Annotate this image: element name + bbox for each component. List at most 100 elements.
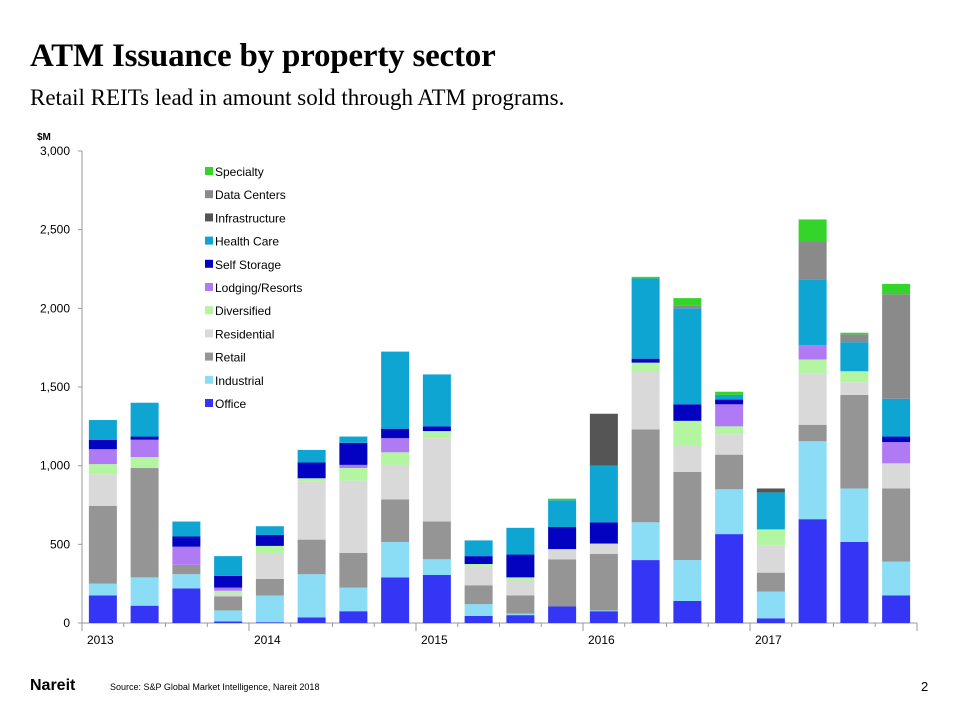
bar-segment-industrial [422, 559, 451, 576]
bar-segment-residential [589, 543, 618, 554]
bar-segment-diversified [756, 529, 785, 546]
bar-segment-retail [840, 394, 869, 489]
bar-segment-office [798, 519, 827, 623]
bar-segment-diversified [631, 362, 660, 373]
bar-segment-diversified [381, 452, 410, 465]
bar-segment-diversified [297, 478, 326, 482]
bar-segment-industrial [840, 488, 869, 542]
bar-segment-retail [756, 572, 785, 592]
bar-segment-specialty [798, 219, 827, 242]
bar-segment-retail [172, 564, 201, 575]
bar-segment-industrial [339, 587, 368, 612]
bar-segment-data-centers [798, 241, 827, 280]
bar-segment-diversified [840, 371, 869, 383]
bar-segment-residential [882, 463, 911, 489]
bar-segment-residential [422, 438, 451, 522]
page-number: 2 [921, 679, 929, 694]
bar-segment-residential [798, 373, 827, 425]
x-tick-label: 2013 [87, 633, 114, 647]
bar-segment-office [840, 541, 869, 623]
bar-segment-diversified [422, 431, 451, 439]
bar-segment-self-storage [673, 404, 702, 421]
bar-segment-residential [88, 474, 117, 506]
x-tick-label: 2015 [421, 633, 448, 647]
bar-segment-health-care [339, 436, 368, 443]
bar-segment-specialty [882, 283, 911, 295]
bar-segment-specialty [631, 276, 660, 279]
legend-label: Residential [215, 327, 274, 341]
legend-swatch [205, 329, 213, 338]
bar-segment-lodging-resorts [130, 439, 159, 458]
bar-segment-specialty [840, 332, 869, 335]
legend-label: Self Storage [215, 258, 281, 272]
bar-segment-self-storage [506, 554, 535, 578]
bar-segment-retail [548, 559, 577, 607]
y-tick-label: 500 [50, 537, 70, 551]
bar-segment-office [297, 617, 326, 623]
bar-segment-retail [464, 585, 493, 605]
bar-segment-diversified [255, 545, 284, 553]
legend-label: Diversified [215, 304, 271, 318]
bar-segment-residential [339, 480, 368, 553]
bar-segment-retail [506, 595, 535, 614]
legend-label: Specialty [215, 165, 264, 179]
bar-segment-specialty [673, 298, 702, 306]
bar-segment-retail [882, 488, 911, 562]
bar-segment-specialty [715, 391, 744, 395]
legend: Specialty Data Centers Infrastructure Healt… [205, 165, 302, 411]
legend-label: Office [215, 397, 246, 411]
bar-segment-industrial [255, 595, 284, 623]
bar-segment-lodging-resorts [715, 404, 744, 427]
bar-segment-health-care [548, 500, 577, 528]
bar-segment-diversified [464, 564, 493, 567]
bar-segment-self-storage [130, 436, 159, 440]
bar-segment-health-care [214, 556, 243, 576]
bar-segment-industrial [631, 522, 660, 561]
axes: 0 500 1,000 1,500 2,000 2,500 3,000 2013 2014 201… [40, 144, 918, 647]
bar-segment-office [339, 611, 368, 623]
bars [88, 219, 911, 623]
bar-segment-health-care [422, 374, 451, 427]
bar-segment-infrastructure [756, 488, 785, 493]
bar-segment-self-storage [422, 426, 451, 432]
bar-segment-office [422, 575, 451, 623]
bar-segment-self-storage [339, 442, 368, 465]
bar-segment-office [88, 595, 117, 623]
bar-segment-health-care [715, 394, 744, 400]
bar-segment-self-storage [464, 556, 493, 564]
bar-segment-office [255, 622, 284, 623]
bar-segment-lodging-resorts [339, 464, 368, 469]
legend-swatch [205, 375, 213, 384]
bar-segment-industrial [756, 591, 785, 619]
y-tick-label: 2,500 [40, 223, 70, 237]
bar-segment-diversified [506, 577, 535, 581]
bar-segment-data-centers [840, 334, 869, 343]
bar-segment-data-centers [882, 294, 911, 399]
bar-segment-self-storage [631, 358, 660, 363]
bar-segment-retail [88, 505, 117, 584]
bar-segment-health-care [673, 308, 702, 405]
bar-segment-data-centers [673, 305, 702, 309]
bar-segment-retail [589, 553, 618, 611]
bar-segment-retail [339, 552, 368, 588]
y-tick-label: 3,000 [40, 144, 70, 158]
bar-segment-office [631, 560, 660, 623]
bar-segment-industrial [715, 489, 744, 535]
bar-segment-health-care [297, 449, 326, 463]
legend-swatch [205, 306, 213, 315]
bar-segment-retail [673, 471, 702, 561]
y-tick-label: 2,000 [40, 301, 70, 315]
bar-segment-infrastructure [589, 413, 618, 466]
bar-segment-residential [381, 464, 410, 500]
bar-segment-retail [381, 499, 410, 542]
bar-segment-self-storage [589, 522, 618, 544]
legend-label: Infrastructure [215, 211, 286, 225]
bar-segment-office [715, 534, 744, 623]
bar-segment-health-care [506, 527, 535, 555]
bar-segment-office [673, 600, 702, 623]
bar-segment-diversified [673, 420, 702, 446]
bar-segment-office [214, 621, 243, 623]
x-tick-label: 2014 [254, 633, 281, 647]
bar-segment-self-storage [548, 527, 577, 550]
